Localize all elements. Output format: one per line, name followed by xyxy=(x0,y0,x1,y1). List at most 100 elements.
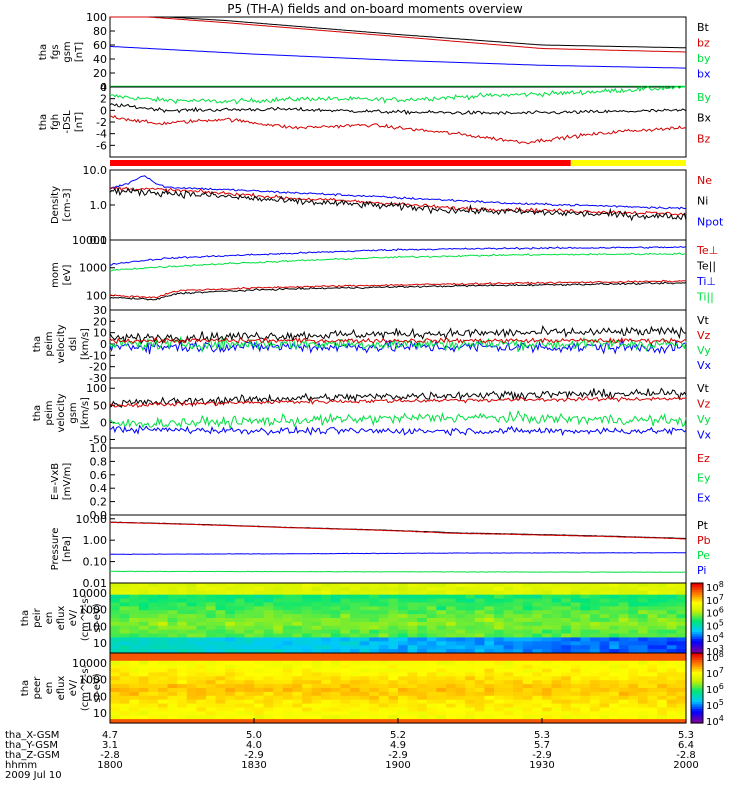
spectrogram-cell xyxy=(148,695,159,701)
spectrogram-cell xyxy=(503,664,514,670)
spectrogram-cell xyxy=(666,653,677,658)
colorbar-segment xyxy=(691,636,703,640)
spectrogram-cell xyxy=(542,602,553,607)
spectrogram-cell xyxy=(474,707,485,712)
spectrogram-cell xyxy=(311,583,322,588)
spectrogram-cell xyxy=(330,695,341,701)
spectrogram-cell xyxy=(638,676,649,681)
spectrogram-cell xyxy=(148,703,159,709)
spectrogram-cell xyxy=(561,653,572,658)
spectrogram-cell xyxy=(551,641,562,646)
spectrogram-cell xyxy=(244,656,255,662)
spectrogram-cell xyxy=(407,637,418,642)
spectrogram-cell xyxy=(398,699,409,705)
spectrogram-cell xyxy=(282,625,293,631)
series-line-velocity_gsm-Vz xyxy=(109,396,687,409)
spectrogram-cell xyxy=(148,680,159,685)
spectrogram-cell xyxy=(638,645,649,650)
spectrogram-cell xyxy=(436,691,447,697)
legend-velocity_dsl-Vz: Vz xyxy=(697,329,711,342)
spectrogram-cell xyxy=(590,621,601,627)
spectrogram-cell xyxy=(551,618,562,623)
spectrogram-cell xyxy=(513,653,524,658)
spectrogram-cell xyxy=(436,715,447,720)
panel-frame-fgh xyxy=(109,86,687,158)
spectrogram-cell xyxy=(666,614,677,619)
spectrogram-cell xyxy=(234,621,245,627)
spectrogram-cell xyxy=(455,625,466,631)
spectrogram-cell xyxy=(330,684,341,689)
spectrogram-cell xyxy=(503,695,514,701)
spectrogram-cell xyxy=(532,668,543,674)
spectrogram-cell xyxy=(244,598,255,604)
colorbar-segment xyxy=(691,678,703,682)
spectrogram-cell xyxy=(522,583,533,588)
spectrogram-cell xyxy=(599,629,610,635)
spectrogram-cell xyxy=(609,688,620,693)
spectrogram-cell xyxy=(551,614,562,619)
spectrogram-cell xyxy=(647,606,658,611)
spectrogram-cell xyxy=(513,656,524,662)
spectrogram-cell xyxy=(359,598,370,604)
spectrogram-cell xyxy=(580,672,591,677)
spectrogram-cell xyxy=(129,614,140,619)
spectrogram-cell xyxy=(494,672,505,677)
spectrogram-cell xyxy=(657,610,668,615)
spectrogram-cell xyxy=(273,653,284,658)
y-axis-label-peir: eflux xyxy=(56,606,67,631)
spectrogram-cell xyxy=(388,610,399,615)
spectrogram-cell xyxy=(350,715,361,720)
spectrogram-cell xyxy=(446,656,457,662)
spectrogram-cell xyxy=(474,614,485,619)
spectrogram-cell xyxy=(599,590,610,596)
colorbar-segment xyxy=(691,657,703,661)
spectrogram-cell xyxy=(196,691,207,697)
spectrogram-cell xyxy=(254,649,265,654)
spectrogram-cell xyxy=(110,653,121,658)
y-tick-label-density: 10.0 xyxy=(83,164,108,177)
spectrogram-cell xyxy=(561,699,572,705)
spectrogram-cell xyxy=(311,618,322,623)
spectrogram-cell xyxy=(657,625,668,631)
spectrogram-cell xyxy=(407,680,418,685)
spectrogram-cell xyxy=(234,645,245,650)
spectrogram-cell xyxy=(446,695,457,701)
spectrogram-cell xyxy=(417,598,428,604)
colorbar-segment xyxy=(691,653,703,656)
spectrogram-cell xyxy=(503,676,514,681)
spectrogram-cell xyxy=(369,621,380,627)
spectrogram-cell xyxy=(494,707,505,712)
spectrogram-cell xyxy=(542,711,553,716)
y-tick-label-velocity_dsl: 10 xyxy=(93,327,107,340)
spectrogram-cell xyxy=(446,645,457,650)
spectrogram-cell xyxy=(148,660,159,666)
spectrogram-cell xyxy=(167,699,178,705)
spectrogram-cell xyxy=(215,633,226,639)
spectrogram-cell xyxy=(407,695,418,701)
spectrogram-cell xyxy=(426,649,437,654)
spectrogram-cell xyxy=(618,586,629,592)
colorbar-segment xyxy=(691,709,703,712)
spectrogram-cell xyxy=(215,668,226,674)
spectrogram-cell xyxy=(551,672,562,677)
spectrogram-cell xyxy=(378,668,389,674)
spectrogram-cell xyxy=(417,711,428,716)
spectrogram-cell xyxy=(282,598,293,604)
spectrogram-cell xyxy=(446,684,457,689)
spectrogram-cell xyxy=(369,606,380,611)
spectrogram-cell xyxy=(465,637,476,642)
spectrogram-cell xyxy=(551,583,562,588)
spectrogram-cell xyxy=(455,691,466,697)
spectrogram-cell xyxy=(551,637,562,642)
spectrogram-cell xyxy=(638,586,649,592)
spectrogram-cell xyxy=(292,653,303,658)
spectrogram-cell xyxy=(186,699,197,705)
spectrogram-cell xyxy=(148,606,159,611)
spectrogram-cell xyxy=(570,707,581,712)
spectrogram-cell xyxy=(532,695,543,701)
spectrogram-cell xyxy=(599,703,610,709)
spectrogram-cell xyxy=(426,703,437,709)
spectrogram-cell xyxy=(455,653,466,658)
spectrogram-cell xyxy=(378,688,389,693)
spectrogram-cell xyxy=(503,621,514,627)
